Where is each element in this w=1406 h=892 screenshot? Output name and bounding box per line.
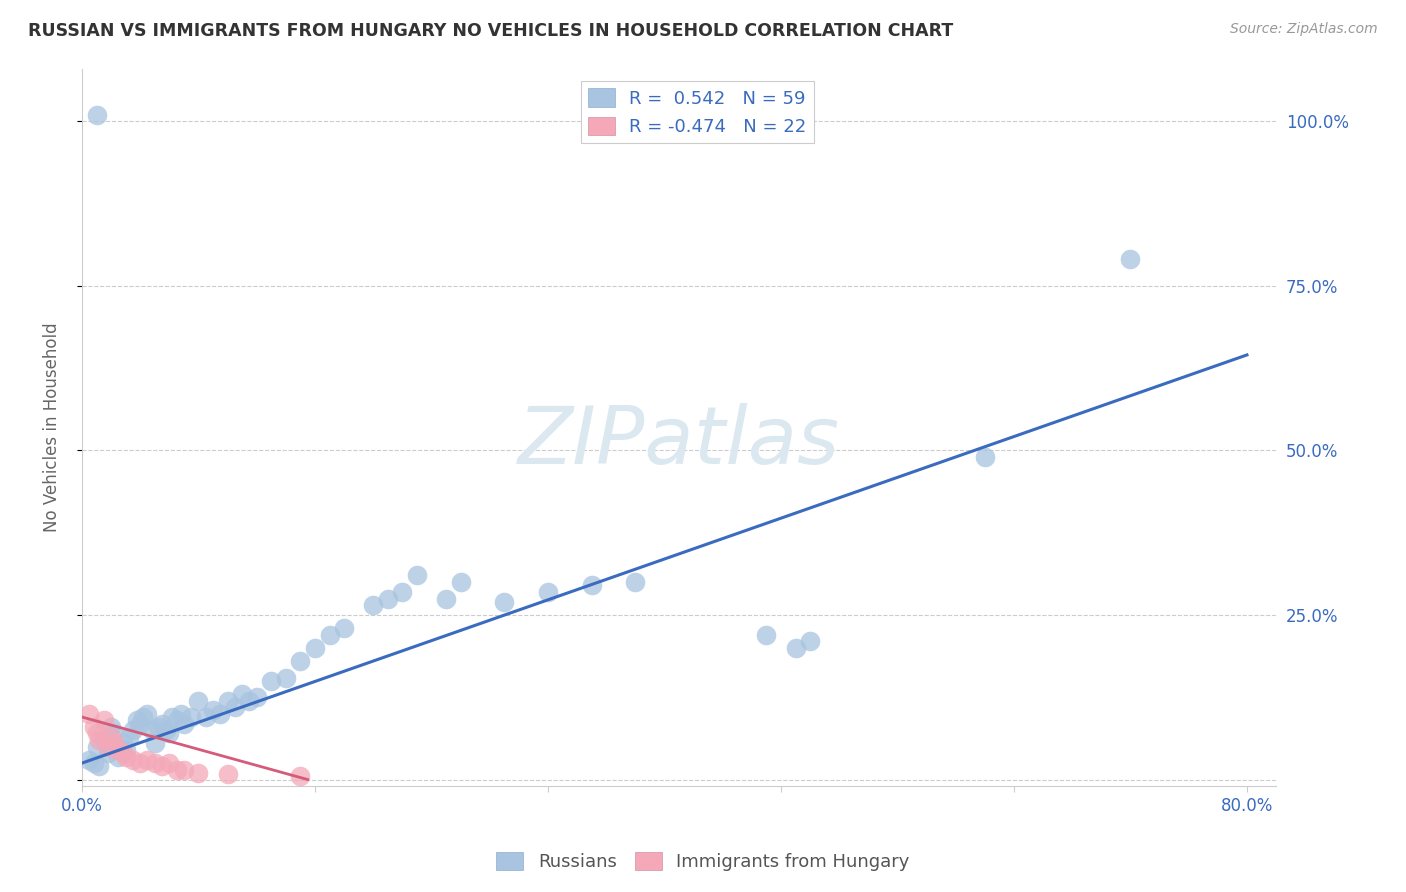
Point: [157, 756, 180, 770]
Point: [194, 710, 217, 724]
Point: [122, 723, 145, 738]
Point: [173, 716, 195, 731]
Point: [86, 739, 108, 754]
Point: [450, 575, 472, 590]
Point: [97, 739, 120, 754]
Point: [537, 585, 560, 599]
Point: [434, 591, 457, 606]
Point: [107, 743, 129, 757]
Point: [143, 736, 166, 750]
Point: [132, 710, 155, 724]
Point: [973, 450, 995, 464]
Point: [361, 598, 384, 612]
Point: [83, 720, 105, 734]
Point: [89, 733, 111, 747]
Point: [260, 673, 283, 688]
Point: [129, 716, 152, 731]
Point: [1119, 252, 1142, 267]
Point: [231, 687, 253, 701]
Point: [93, 714, 115, 728]
Point: [77, 753, 100, 767]
Point: [157, 726, 180, 740]
Point: [117, 730, 139, 744]
Text: RUSSIAN VS IMMIGRANTS FROM HUNGARY NO VEHICLES IN HOUSEHOLD CORRELATION CHART: RUSSIAN VS IMMIGRANTS FROM HUNGARY NO VE…: [28, 22, 953, 40]
Point: [799, 634, 821, 648]
Point: [103, 726, 125, 740]
Point: [136, 753, 159, 767]
Point: [785, 640, 807, 655]
Point: [150, 759, 173, 773]
Point: [202, 703, 225, 717]
Point: [127, 714, 149, 728]
Point: [97, 746, 120, 760]
Point: [107, 749, 129, 764]
Point: [304, 640, 326, 655]
Point: [377, 591, 399, 606]
Point: [136, 706, 159, 721]
Point: [143, 756, 166, 770]
Point: [89, 759, 111, 773]
Point: [209, 706, 232, 721]
Text: ZIPatlas: ZIPatlas: [517, 402, 841, 481]
Point: [86, 107, 108, 121]
Point: [114, 749, 136, 764]
Point: [755, 628, 778, 642]
Legend: Russians, Immigrants from Hungary: Russians, Immigrants from Hungary: [489, 845, 917, 879]
Point: [166, 714, 188, 728]
Point: [103, 736, 125, 750]
Point: [100, 730, 122, 744]
Point: [624, 575, 647, 590]
Text: Source: ZipAtlas.com: Source: ZipAtlas.com: [1230, 22, 1378, 37]
Point: [114, 743, 136, 757]
Point: [187, 693, 209, 707]
Point: [146, 720, 169, 734]
Point: [494, 595, 516, 609]
Point: [86, 726, 108, 740]
Point: [150, 716, 173, 731]
Point: [217, 693, 239, 707]
Point: [166, 763, 188, 777]
Point: [122, 753, 145, 767]
Point: [100, 720, 122, 734]
Point: [217, 767, 239, 781]
Point: [83, 756, 105, 770]
Point: [333, 621, 356, 635]
Point: [391, 585, 413, 599]
Point: [173, 763, 195, 777]
Point: [141, 723, 163, 738]
Point: [155, 723, 177, 738]
Point: [77, 706, 100, 721]
Point: [162, 710, 184, 724]
Point: [246, 690, 269, 705]
Point: [129, 756, 152, 770]
Point: [111, 736, 134, 750]
Point: [187, 766, 209, 780]
Point: [406, 568, 429, 582]
Point: [318, 628, 340, 642]
Point: [170, 706, 193, 721]
Point: [274, 671, 297, 685]
Legend: R =  0.542   N = 59, R = -0.474   N = 22: R = 0.542 N = 59, R = -0.474 N = 22: [581, 81, 814, 144]
Point: [581, 578, 603, 592]
Point: [290, 769, 312, 783]
Point: [111, 746, 134, 760]
Point: [93, 733, 115, 747]
Y-axis label: No Vehicles in Household: No Vehicles in Household: [44, 323, 60, 533]
Point: [180, 710, 202, 724]
Point: [238, 693, 260, 707]
Point: [290, 654, 312, 668]
Point: [224, 700, 246, 714]
